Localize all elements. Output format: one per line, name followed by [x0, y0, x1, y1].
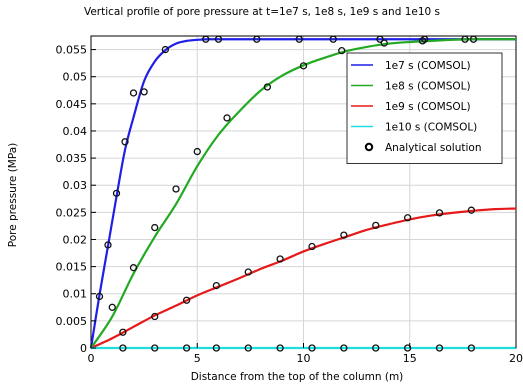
analytical-point	[340, 344, 348, 352]
analytical-point	[263, 83, 272, 91]
legend-box	[346, 52, 503, 164]
legend-label: Analytical solution	[385, 142, 481, 154]
axis-ticks: 0 5 10 15 20 0 0.005 0.01 0.015 0.02 0.025 0.03 0.03…	[56, 44, 523, 365]
analytical-point	[119, 344, 127, 352]
analytical-point	[299, 62, 308, 70]
analytical-point	[212, 281, 221, 290]
y-axis-title: Pore pressure (MPa)	[7, 143, 19, 248]
analytical-point	[202, 35, 210, 43]
analytical-point	[129, 264, 138, 272]
analytical-point	[308, 344, 316, 352]
analytical-point	[121, 138, 129, 146]
y-tick-label: 0.01	[63, 288, 88, 301]
analytical-point	[338, 47, 346, 55]
series-line-3	[90, 207, 517, 349]
y-tick-label: 0.035	[56, 152, 88, 165]
analytical-point	[182, 344, 191, 352]
analytical-point	[151, 312, 159, 321]
analytical-point	[223, 114, 231, 122]
analytical-point	[112, 189, 121, 198]
analytical-point	[212, 344, 221, 352]
analytical-point	[372, 221, 380, 230]
analytical-point	[418, 37, 427, 45]
x-tick-label: 10	[297, 352, 311, 365]
y-tick-label: 0.005	[56, 315, 88, 328]
x-tick-label: 20	[509, 352, 523, 365]
analytical-point	[244, 344, 252, 352]
y-tick-label: 0.05	[63, 71, 88, 84]
analytical-point	[193, 147, 201, 156]
analytical-point	[276, 344, 284, 352]
analytical-point	[140, 88, 148, 96]
analytical-point	[467, 344, 476, 352]
x-tick-label: 5	[194, 352, 201, 365]
series-line-2	[90, 38, 516, 349]
analytical-point	[151, 344, 159, 352]
analytical-point	[104, 241, 112, 249]
legend-label: 1e8 s (COMSOL)	[385, 81, 471, 93]
y-tick-label: 0.025	[56, 206, 88, 219]
analytical-point	[161, 45, 170, 54]
y-tick-label: 0.03	[63, 179, 88, 192]
analytical-point	[244, 268, 252, 276]
analytical-point	[276, 255, 284, 263]
legend: 1e7 s (COMSOL) 1e8 s (COMSOL) 1e9 s (COMSO…	[346, 52, 503, 164]
x-tick-label: 15	[403, 352, 417, 365]
y-tick-label: 0.02	[63, 233, 88, 246]
analytical-point	[151, 223, 159, 232]
series-line-1	[89, 38, 516, 349]
analytical-point	[129, 89, 138, 97]
analytical-point	[469, 35, 478, 43]
analytical-point	[372, 344, 380, 352]
legend-label: 1e9 s (COMSOL)	[385, 101, 471, 113]
analytical-point	[214, 35, 223, 43]
y-tick-label: 0.015	[56, 261, 88, 274]
analytical-point	[119, 328, 127, 336]
analytical-point	[403, 214, 412, 222]
y-tick-label: 0.055	[56, 44, 88, 57]
analytical-point	[340, 231, 348, 239]
analytical-point	[435, 209, 444, 217]
legend-label: 1e10 s (COMSOL)	[385, 122, 477, 134]
analytical-markers	[95, 35, 478, 352]
legend-marker	[364, 142, 374, 152]
analytical-point	[403, 344, 412, 352]
analytical-point	[376, 35, 384, 43]
y-tick-label: 0.04	[63, 125, 88, 138]
x-axis-title: Distance from the top of the column (m)	[191, 371, 404, 383]
analytical-point	[435, 344, 444, 352]
legend-label: 1e7 s (COMSOL)	[385, 60, 471, 72]
y-tick-label: 0	[80, 342, 87, 355]
y-tick-label: 0.045	[56, 98, 88, 111]
analytical-point	[380, 39, 388, 47]
analytical-point	[329, 35, 337, 43]
analytical-point	[295, 35, 303, 43]
analytical-point	[253, 35, 261, 43]
analytical-point	[308, 242, 316, 251]
chart-title: Vertical profile of pore pressure at t=1…	[84, 6, 440, 18]
analytical-point	[467, 206, 476, 214]
analytical-point	[108, 303, 116, 311]
analytical-point	[461, 35, 469, 43]
x-tick-label: 0	[88, 352, 95, 365]
analytical-point	[172, 185, 180, 193]
analytical-point	[95, 292, 104, 301]
analytical-point	[182, 296, 191, 304]
